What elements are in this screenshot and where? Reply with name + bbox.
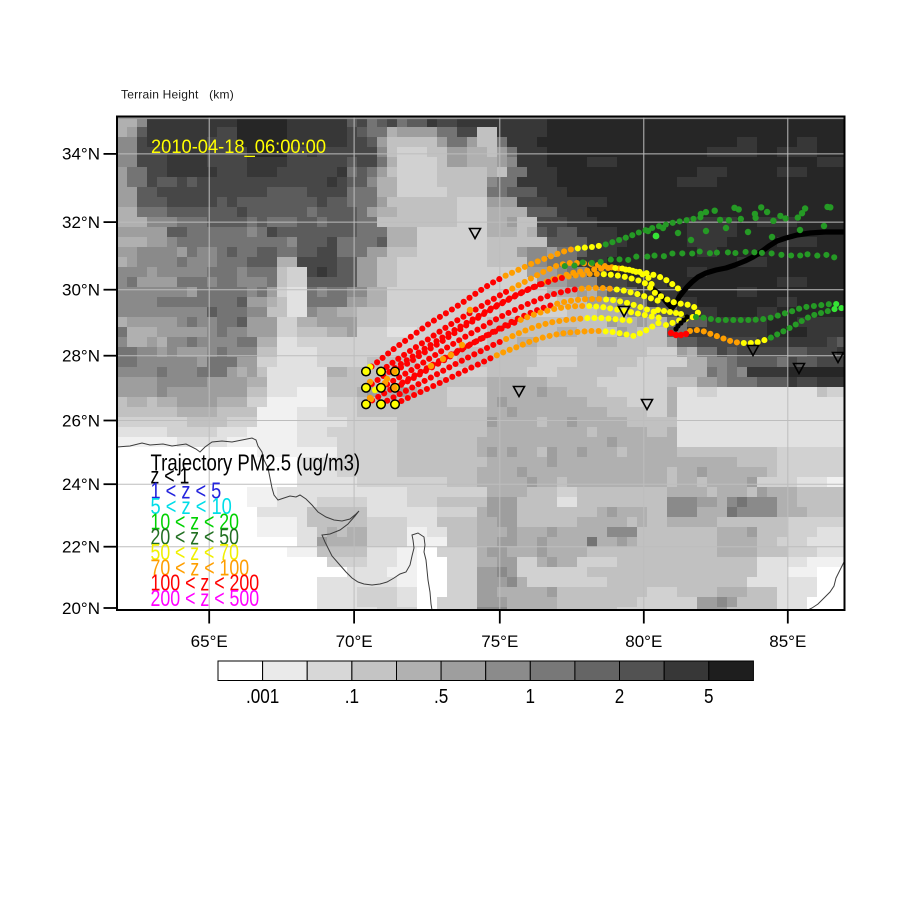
svg-text:2010-04-18_06:00:00: 2010-04-18_06:00:00 xyxy=(151,137,326,158)
svg-text:2: 2 xyxy=(615,686,625,708)
svg-text:30°N: 30°N xyxy=(62,281,100,300)
svg-text:20°N: 20°N xyxy=(62,599,100,618)
svg-text:28°N: 28°N xyxy=(62,347,100,366)
svg-text:.001: .001 xyxy=(246,686,279,708)
svg-text:24°N: 24°N xyxy=(62,475,100,494)
svg-text:.5: .5 xyxy=(434,686,448,708)
svg-text:z < 1: z < 1 xyxy=(151,462,190,488)
svg-text:5 < z < 10: 5 < z < 10 xyxy=(151,493,232,519)
svg-text:85°E: 85°E xyxy=(769,632,806,651)
svg-text:200 < z < 500: 200 < z < 500 xyxy=(151,585,260,611)
svg-text:34°N: 34°N xyxy=(62,145,100,164)
svg-text:Terrain Height (km): Terrain Height (km) xyxy=(121,88,234,102)
svg-text:1: 1 xyxy=(526,686,536,708)
svg-text:80°E: 80°E xyxy=(625,632,662,651)
svg-text:75°E: 75°E xyxy=(481,632,518,651)
svg-text:70°E: 70°E xyxy=(336,632,373,651)
svg-text:100 < z < 200: 100 < z < 200 xyxy=(151,570,260,596)
svg-text:26°N: 26°N xyxy=(62,411,100,430)
svg-text:5: 5 xyxy=(704,686,714,708)
svg-text:Trajectory PM2.5 (ug/m3): Trajectory PM2.5 (ug/m3) xyxy=(151,449,361,475)
svg-text:10 < z < 20: 10 < z < 20 xyxy=(151,508,239,534)
svg-text:50 < z < 70: 50 < z < 70 xyxy=(151,539,239,565)
svg-text:20 < z < 50: 20 < z < 50 xyxy=(151,524,239,550)
svg-text:.1: .1 xyxy=(345,686,359,708)
svg-text:22°N: 22°N xyxy=(62,538,100,557)
svg-text:70 < z < 100: 70 < z < 100 xyxy=(151,554,250,580)
svg-text:1 < z < 5: 1 < z < 5 xyxy=(151,478,222,504)
svg-text:65°E: 65°E xyxy=(191,632,228,651)
svg-text:32°N: 32°N xyxy=(62,213,100,232)
